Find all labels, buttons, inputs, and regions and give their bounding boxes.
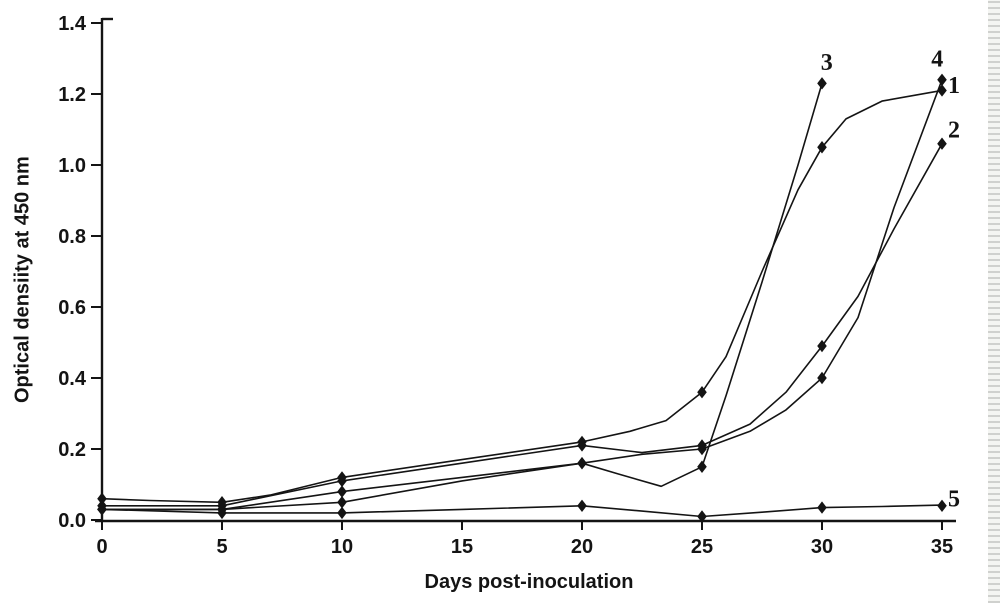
series-5: 5 — [97, 487, 960, 523]
data-point-diamond — [697, 510, 707, 523]
data-point-diamond — [817, 77, 827, 90]
series-end-label-4: 4 — [931, 47, 943, 73]
y-tick-label: 0.0 — [58, 510, 86, 532]
y-tick-label: 0.2 — [58, 439, 86, 461]
series-end-label-5: 5 — [948, 487, 960, 513]
y-tick-label: 0.4 — [58, 368, 87, 390]
data-point-diamond — [937, 73, 947, 86]
series-markers-1 — [97, 84, 947, 509]
data-point-diamond — [577, 499, 587, 512]
y-axis-title: Optical densiity at 450 nm — [11, 156, 34, 404]
y-tick-label: 1.4 — [58, 13, 87, 35]
data-point-diamond — [937, 84, 947, 97]
series-markers-2 — [97, 137, 947, 512]
data-point-diamond — [817, 339, 827, 353]
x-tick-label: 10 — [331, 536, 353, 558]
scan-artifact-strip — [988, 0, 1000, 603]
series-markers-4 — [97, 73, 947, 516]
x-tick-label: 15 — [451, 536, 473, 558]
series-markers-5 — [97, 499, 947, 523]
data-point-diamond — [337, 506, 347, 520]
data-point-diamond — [337, 496, 347, 509]
x-tick-label: 30 — [811, 536, 833, 558]
series-markers-3 — [97, 77, 827, 516]
axes — [95, 17, 956, 523]
data-point-diamond — [937, 137, 947, 150]
series-2: 2 — [97, 118, 960, 512]
data-point-diamond — [697, 442, 707, 456]
data-point-diamond — [217, 506, 227, 520]
data-point-diamond — [577, 457, 587, 470]
data-point-diamond — [817, 371, 827, 385]
y-tick-label: 0.6 — [58, 297, 86, 319]
series-end-label-1: 1 — [948, 73, 960, 99]
series-end-label-2: 2 — [948, 118, 960, 144]
data-point-diamond — [697, 460, 707, 473]
data-point-diamond — [337, 485, 347, 498]
data-point-diamond — [697, 386, 707, 399]
data-point-diamond — [577, 439, 587, 452]
x-tick-label: 0 — [96, 536, 107, 558]
series-line-1 — [101, 89, 943, 504]
series-line-4 — [102, 79, 943, 511]
series-3: 3 — [97, 50, 833, 516]
data-point-diamond — [97, 503, 107, 516]
series-1: 1 — [97, 73, 960, 509]
data-point-diamond — [337, 474, 347, 488]
series-4: 4 — [97, 47, 947, 516]
x-tick-label: 20 — [571, 536, 593, 558]
x-tick-label: 35 — [931, 536, 953, 558]
series-line-3 — [102, 83, 823, 511]
series-end-label-3: 3 — [821, 50, 833, 76]
y-tick-label: 1.0 — [58, 155, 86, 177]
data-point-diamond — [97, 492, 107, 505]
x-axis-title: Days post-inoculation — [424, 571, 634, 593]
data-point-diamond — [817, 501, 827, 514]
y-tick-label: 0.8 — [58, 226, 86, 248]
tick-marks — [91, 22, 943, 530]
x-tick-label: 25 — [691, 536, 713, 558]
y-tick-label: 1.2 — [58, 84, 86, 106]
data-point-diamond — [937, 499, 947, 512]
series-line-5 — [101, 504, 943, 518]
x-tick-label: 5 — [216, 536, 227, 558]
data-point-diamond — [817, 141, 827, 154]
